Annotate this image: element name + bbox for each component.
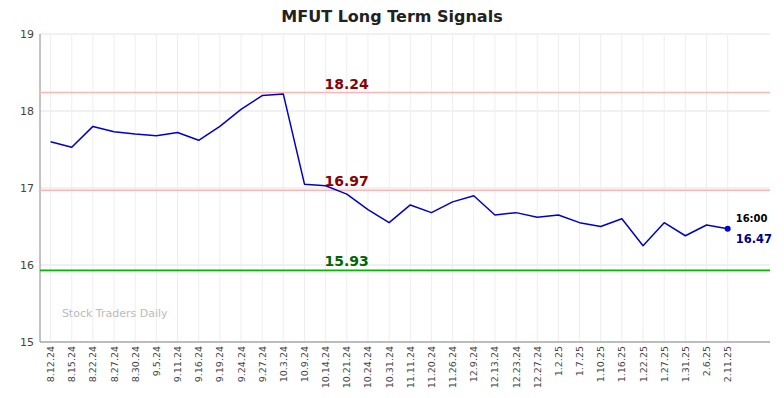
x-grid-line: [643, 34, 644, 342]
x-grid-line: [558, 34, 559, 342]
x-grid-line: [198, 34, 199, 342]
x-tick-label: 9.16.24: [193, 346, 204, 382]
x-grid-line: [92, 34, 93, 342]
title: MFUT Long Term Signals: [281, 7, 502, 26]
hline: [40, 92, 770, 94]
x-grid-line: [537, 34, 538, 342]
x-grid-line: [262, 34, 263, 342]
y-axis: 15 16 17 18 19: [20, 28, 40, 349]
x-tick-label: 1.10.25: [595, 346, 606, 382]
y-tick-label: 16: [20, 259, 34, 272]
x-tick-label: 2.6.25: [701, 346, 712, 376]
x-tick-label: 1.22.25: [638, 346, 649, 382]
x-grid-line: [219, 34, 220, 342]
hline-labels: 18.24 16.97 15.93: [324, 76, 369, 270]
x-tick-label: 11.11.24: [405, 346, 416, 388]
x-grid-line: [516, 34, 517, 342]
x-grid-line: [579, 34, 580, 342]
x-tick-label: 1.31.25: [680, 346, 691, 382]
y-grid-line: [40, 342, 770, 343]
x-grid-line: [431, 34, 432, 342]
grid: [40, 34, 770, 342]
x-tick-label: 9.5.24: [151, 346, 162, 376]
hline-label: 16.97: [324, 173, 368, 189]
x-grid-line: [283, 34, 284, 342]
x-tick-label: 11.20.24: [426, 346, 437, 388]
x-tick-label: 8.27.24: [109, 346, 120, 382]
x-tick-label: 2.11.25: [722, 346, 733, 382]
x-tick-label: 1.7.25: [574, 346, 585, 376]
x-tick-label: 12.23.24: [511, 346, 522, 388]
x-tick-label: 10.24.24: [362, 346, 373, 388]
x-tick-label: 12.27.24: [532, 346, 543, 388]
hline: [40, 190, 770, 192]
y-grid-line: [40, 34, 770, 35]
x-grid-line: [304, 34, 305, 342]
chart: MFUT Long Term Signals15161718198.12.248…: [0, 0, 784, 398]
hline-label: 18.24: [324, 76, 369, 92]
y-grid-line: [40, 188, 770, 189]
x-tick-label: 10.9.24: [299, 346, 310, 382]
x-grid-line: [727, 34, 728, 342]
y-axis-line: [40, 34, 41, 342]
x-grid-line: [71, 34, 72, 342]
y-tick-label: 17: [20, 182, 34, 195]
y-tick-label: 18: [20, 105, 34, 118]
x-tick-label: 10.31.24: [384, 346, 395, 388]
x-tick-label: 1.16.25: [616, 346, 627, 382]
x-grid-line: [473, 34, 474, 342]
x-tick-label: 1.2.25: [553, 346, 564, 376]
x-tick-label: 9.24.24: [236, 346, 247, 382]
last-point: [725, 226, 731, 232]
x-tick-label: 8.22.24: [87, 346, 98, 382]
x-grid-line: [452, 34, 453, 342]
y-tick-label: 19: [20, 28, 34, 41]
hline: [40, 270, 770, 272]
x-tick-label: 10.3.24: [278, 346, 289, 382]
x-grid-line: [685, 34, 686, 342]
x-grid-line: [389, 34, 390, 342]
x-grid-line: [600, 34, 601, 342]
x-grid-line: [50, 34, 51, 342]
price-line: [51, 94, 728, 246]
x-grid-line: [241, 34, 242, 342]
x-tick-label: 1.27.25: [659, 346, 670, 382]
x-tick-label: 10.21.24: [341, 346, 352, 388]
x-grid-line: [135, 34, 136, 342]
x-tick-label: 9.11.24: [172, 346, 183, 382]
x-grid-line: [706, 34, 707, 342]
x-grid-line: [621, 34, 622, 342]
y-tick-label: 15: [20, 336, 34, 349]
x-tick-label: 11.26.24: [447, 346, 458, 388]
y-grid-line: [40, 265, 770, 266]
last-annotation: 16:00: [736, 213, 768, 224]
hlines: [40, 93, 770, 271]
x-grid-line: [494, 34, 495, 342]
hline-label: 15.93: [324, 253, 368, 269]
x-grid-line: [664, 34, 665, 342]
x-grid-line: [410, 34, 411, 342]
x-grid-line: [114, 34, 115, 342]
x-tick-label: 8.15.24: [66, 346, 77, 382]
x-tick-label: 12.13.24: [489, 346, 500, 388]
x-tick-label: 9.27.24: [257, 346, 268, 382]
y-grid-line: [40, 111, 770, 112]
x-tick-label: 12.9.24: [468, 346, 479, 382]
x-grid-line: [177, 34, 178, 342]
x-tick-label: 10.14.24: [320, 346, 331, 388]
x-grid-line: [156, 34, 157, 342]
x-tick-label: 8.30.24: [130, 346, 141, 382]
x-tick-label: 9.19.24: [214, 346, 225, 382]
x-axis-line: [40, 342, 770, 343]
annotations: 16:00 16.47: [736, 213, 772, 246]
x-axis: 8.12.24 8.15.24 8.22.24 8.27.24 8.30.24 9.5.2…: [40, 342, 770, 388]
last-annotation: 16.47: [736, 232, 772, 246]
series: [51, 94, 731, 246]
x-tick-label: 8.12.24: [45, 346, 56, 382]
watermark: Stock Traders Daily: [62, 307, 168, 320]
